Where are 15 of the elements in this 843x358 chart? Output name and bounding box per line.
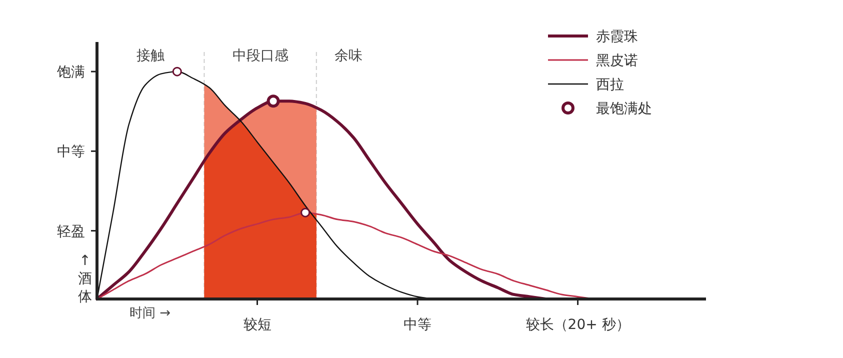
x-axis-title: 时间 → [129,306,171,321]
text: 中段口感 [232,48,288,64]
text: 余味 [334,48,362,64]
legend-label: 黑皮诺 [596,53,638,69]
x-tick-label: 较长（20+ 秒） [526,317,630,333]
legend-label: 赤霞珠 [596,29,638,45]
text: 饱满 [56,64,85,81]
y-axis-title: ↑酒体 [78,253,92,305]
legend-label: 最饱满处 [596,101,652,117]
legend-label: 西拉 [596,77,624,93]
text: 轻盈 [57,224,85,240]
x-tick-label: 较短 [243,317,272,333]
text: 接触 [136,48,165,64]
text: 中等 [57,144,85,160]
x-tick-label: 中等 [404,317,432,333]
